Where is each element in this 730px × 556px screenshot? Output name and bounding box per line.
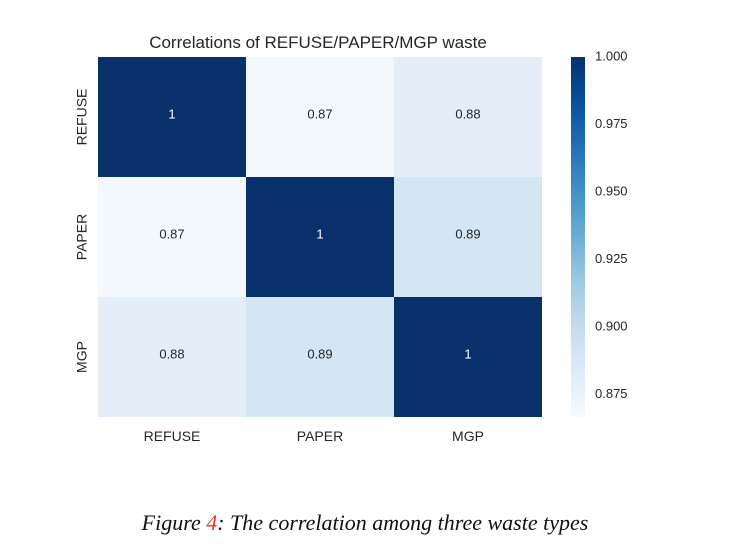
cell-value-label: 0.89 xyxy=(455,226,480,241)
cell-value-label: 0.89 xyxy=(307,346,332,361)
cell-value-label: 1 xyxy=(464,346,471,361)
heatmap-cell xyxy=(246,177,394,297)
cell-value-label: 1 xyxy=(168,106,175,121)
chart-title: Correlations of REFUSE/PAPER/MGP waste xyxy=(149,33,487,52)
heatmap-cell xyxy=(246,297,394,417)
heatmap-cell-labels: 1 0.87 0.88 0.87 1 0.89 0.88 0.89 1 xyxy=(159,106,480,361)
heatmap-cell xyxy=(394,177,542,297)
colorbar xyxy=(571,57,585,417)
heatmap-cells xyxy=(98,57,542,417)
y-tick-label: MGP xyxy=(74,341,90,373)
colorbar-tick-label: 0.975 xyxy=(595,116,628,131)
cell-value-label: 1 xyxy=(316,226,323,241)
heatmap-cell xyxy=(394,297,542,417)
colorbar-tick-label: 0.900 xyxy=(595,318,628,333)
colorbar-tick-label: 1.000 xyxy=(595,48,628,63)
x-tick-labels: REFUSE PAPER MGP xyxy=(144,428,484,444)
y-tick-labels: REFUSE PAPER MGP xyxy=(74,89,90,373)
colorbar-tick-label: 0.950 xyxy=(595,183,628,198)
caption-figure-number: 4 xyxy=(206,510,218,535)
y-tick-label: PAPER xyxy=(74,214,90,260)
caption-prefix: Figure xyxy=(141,510,207,535)
colorbar-tick-labels: 1.000 0.975 0.950 0.925 0.900 0.875 xyxy=(595,48,628,400)
x-tick-label: MGP xyxy=(452,428,484,444)
x-tick-label: PAPER xyxy=(297,428,343,444)
cell-value-label: 0.88 xyxy=(159,346,184,361)
colorbar-tick-label: 0.875 xyxy=(595,386,628,401)
colorbar-tick-label: 0.925 xyxy=(595,251,628,266)
y-tick-label: REFUSE xyxy=(74,89,90,146)
heatmap-cell xyxy=(246,57,394,177)
figure-caption: Figure 4: The correlation among three wa… xyxy=(0,508,730,538)
cell-value-label: 0.87 xyxy=(159,226,184,241)
heatmap-cell xyxy=(98,297,246,417)
heatmap-cell xyxy=(98,177,246,297)
x-tick-label: REFUSE xyxy=(144,428,201,444)
cell-value-label: 0.88 xyxy=(455,106,480,121)
heatmap-cell xyxy=(98,57,246,177)
heatmap-cell xyxy=(394,57,542,177)
caption-text: : The correlation among three waste type… xyxy=(217,510,589,535)
cell-value-label: 0.87 xyxy=(307,106,332,121)
